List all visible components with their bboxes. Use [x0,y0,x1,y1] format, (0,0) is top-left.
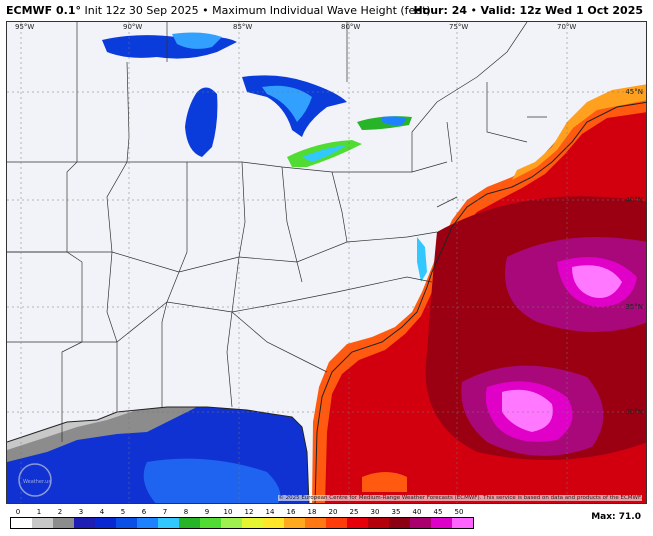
model-name: ECMWF 0.1° [6,4,81,17]
lon-label: 95°W [15,23,35,31]
legend-tick: 3 [78,508,84,516]
valid-time: Valid: 12z Wed 1 Oct 2025 [480,4,643,17]
legend-swatch [242,518,263,528]
legend-swatch [116,518,137,528]
lake-huron-light [262,85,312,122]
lake-superior-light [172,32,222,49]
lon-label: 75°W [449,23,469,31]
legend-swatch [32,518,53,528]
legend-tick: 50 [454,508,464,516]
legend-tick: 14 [265,508,275,516]
state-borders [7,22,547,442]
wave-core-pink-south [502,389,553,432]
legend-swatch [137,518,158,528]
legend-ticks: 0 1 2 3 4 5 6 7 8 9 10 12 14 16 18 20 25 30 35 40 45 50 [6,508,476,518]
legend-tick: 5 [120,508,126,516]
legend-tick: 25 [349,508,359,516]
legend-tick: 20 [328,508,338,516]
lake-erie-blue [302,145,347,162]
legend-tick: 7 [162,508,168,516]
graticule [7,22,646,503]
legend-tick: 6 [141,508,147,516]
wave-core-pink-north [572,265,622,298]
legend-swatch [368,518,389,528]
wave-height-map: Weather.us 95°W 90°W 85°W 80°W 75°W 70°W… [6,21,647,504]
lon-label: 70°W [557,23,577,31]
max-label: Max: 71.0 [591,512,641,522]
legend-tick: 40 [412,508,422,516]
init-time: Init 12z 30 Sep 2025 [84,4,199,17]
legend-swatch [347,518,368,528]
legend-swatch [452,518,473,528]
legend-swatch [11,518,32,528]
svg-text:Weather.us: Weather.us [23,479,51,485]
legend-color-bar [10,517,474,529]
lat-label: 30°N [625,408,643,416]
legend-swatch [158,518,179,528]
legend-tick: 8 [183,508,189,516]
lake-michigan [185,87,218,157]
lon-label: 90°W [123,23,143,31]
legend-swatch [263,518,284,528]
legend-tick: 10 [223,508,233,516]
legend-tick: 0 [15,508,21,516]
legend-swatch [284,518,305,528]
legend-swatch [179,518,200,528]
legend-swatch [53,518,74,528]
legend-swatch [389,518,410,528]
legend-tick: 16 [286,508,296,516]
copyright-notice: © 2025 European Centre for Medium-Range … [278,495,642,501]
map-canvas: Weather.us [7,22,646,503]
lat-label: 45°N [625,88,643,96]
legend-swatch [221,518,242,528]
legend-swatch [95,518,116,528]
legend-tick: 1 [36,508,42,516]
legend-tick: 18 [307,508,317,516]
legend-swatch [200,518,221,528]
max-value: Max: 71.0 [591,512,641,522]
lon-label: 80°W [341,23,361,31]
legend-tick: 4 [99,508,105,516]
legend-swatch [431,518,452,528]
legend-tick: 30 [370,508,380,516]
legend-tick: 9 [204,508,210,516]
gulf-lightgrey-coastal [7,410,137,450]
forecast-hour: Hour: 24 [413,4,468,17]
header-right: Hour: 24 • Valid: 12z Wed 1 Oct 2025 [413,4,643,17]
legend-tick: 2 [57,508,63,516]
bullet: • [470,4,478,17]
product-name: Maximum Individual Wave Height (feet) [212,4,431,17]
map-header: ECMWF 0.1° Init 12z 30 Sep 2025 • Maximu… [0,0,653,20]
florida-straits [362,472,407,492]
lon-label: 85°W [233,23,253,31]
color-legend: 0 1 2 3 4 5 6 7 8 9 10 12 14 16 18 20 25 30 35 40 45 50 [6,508,476,534]
gulf-lighter-blue [143,458,281,503]
header-left: ECMWF 0.1° Init 12z 30 Sep 2025 • Maximu… [6,4,431,17]
legend-tick: 45 [433,508,443,516]
legend-swatch [305,518,326,528]
legend-tick: 12 [244,508,254,516]
bullet: • [202,4,209,17]
coastlines [7,101,646,503]
lake-ontario-blue [382,116,407,126]
legend-swatch [74,518,95,528]
lat-label: 40°N [625,196,643,204]
legend-tick: 35 [391,508,401,516]
atlantic-orange-band [512,84,646,180]
gulf-grey-coastal [7,407,197,462]
legend-swatch [326,518,347,528]
lat-label: 35°N [625,303,643,311]
watermark-logo: Weather.us [18,463,52,497]
chesapeake-bay [417,237,427,282]
legend-swatch [410,518,431,528]
